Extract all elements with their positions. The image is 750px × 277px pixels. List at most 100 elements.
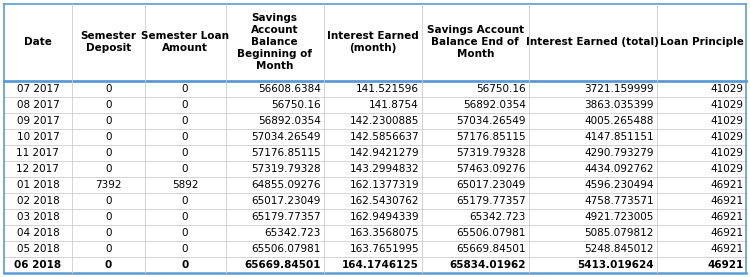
Text: 0: 0 bbox=[182, 84, 188, 94]
Text: 65342.723: 65342.723 bbox=[265, 228, 321, 238]
Text: 3863.035399: 3863.035399 bbox=[584, 100, 654, 110]
Text: 0: 0 bbox=[105, 228, 112, 238]
Text: 65506.07981: 65506.07981 bbox=[456, 228, 526, 238]
Text: 08 2017: 08 2017 bbox=[16, 100, 59, 110]
Text: 4005.265488: 4005.265488 bbox=[584, 116, 654, 126]
Text: 05 2018: 05 2018 bbox=[16, 243, 59, 254]
Text: 164.1746125: 164.1746125 bbox=[342, 260, 419, 270]
Text: 41029: 41029 bbox=[710, 148, 743, 158]
Text: 46921: 46921 bbox=[707, 260, 743, 270]
Text: 56750.16: 56750.16 bbox=[272, 100, 321, 110]
Text: 46921: 46921 bbox=[710, 243, 743, 254]
Text: 01 2018: 01 2018 bbox=[16, 180, 59, 190]
Text: 162.1377319: 162.1377319 bbox=[350, 180, 419, 190]
Text: 0: 0 bbox=[182, 132, 188, 142]
Text: 57176.85115: 57176.85115 bbox=[251, 148, 321, 158]
Text: Semester
Deposit: Semester Deposit bbox=[80, 32, 136, 53]
Text: 0: 0 bbox=[105, 196, 112, 206]
Text: 65179.77357: 65179.77357 bbox=[456, 196, 526, 206]
Text: Semester Loan
Amount: Semester Loan Amount bbox=[141, 32, 229, 53]
Text: 57034.26549: 57034.26549 bbox=[251, 132, 321, 142]
Text: 65669.84501: 65669.84501 bbox=[244, 260, 321, 270]
Text: 141.8754: 141.8754 bbox=[369, 100, 419, 110]
Text: Interest Earned
(month): Interest Earned (month) bbox=[327, 32, 419, 53]
Text: 64855.09276: 64855.09276 bbox=[251, 180, 321, 190]
Text: 57463.09276: 57463.09276 bbox=[456, 164, 526, 174]
Text: 142.2300885: 142.2300885 bbox=[350, 116, 419, 126]
Text: 4758.773571: 4758.773571 bbox=[584, 196, 654, 206]
Text: 5892: 5892 bbox=[172, 180, 198, 190]
Text: 4147.851151: 4147.851151 bbox=[584, 132, 654, 142]
Text: 0: 0 bbox=[182, 116, 188, 126]
Text: 65179.77357: 65179.77357 bbox=[251, 212, 321, 222]
Text: 0: 0 bbox=[105, 132, 112, 142]
Text: 5248.845012: 5248.845012 bbox=[584, 243, 654, 254]
Text: 57176.85115: 57176.85115 bbox=[456, 132, 526, 142]
Text: 162.9494339: 162.9494339 bbox=[350, 212, 419, 222]
Text: 56608.6384: 56608.6384 bbox=[258, 84, 321, 94]
Text: 0: 0 bbox=[105, 100, 112, 110]
Text: 0: 0 bbox=[105, 212, 112, 222]
Text: 41029: 41029 bbox=[710, 84, 743, 94]
Text: 4921.723005: 4921.723005 bbox=[584, 212, 654, 222]
Text: 162.5430762: 162.5430762 bbox=[350, 196, 419, 206]
Text: 03 2018: 03 2018 bbox=[16, 212, 59, 222]
Text: 57034.26549: 57034.26549 bbox=[456, 116, 526, 126]
Text: 0: 0 bbox=[105, 243, 112, 254]
Text: 163.3568075: 163.3568075 bbox=[350, 228, 419, 238]
Text: Savings
Account
Balance
Beginning of
Month: Savings Account Balance Beginning of Mon… bbox=[237, 14, 312, 71]
Text: 57319.79328: 57319.79328 bbox=[456, 148, 526, 158]
Text: 0: 0 bbox=[182, 212, 188, 222]
Text: 0: 0 bbox=[182, 148, 188, 158]
Text: 02 2018: 02 2018 bbox=[16, 196, 59, 206]
Text: 0: 0 bbox=[105, 260, 112, 270]
Text: 142.5856637: 142.5856637 bbox=[350, 132, 419, 142]
Text: 65506.07981: 65506.07981 bbox=[251, 243, 321, 254]
Text: 10 2017: 10 2017 bbox=[16, 132, 59, 142]
Text: 41029: 41029 bbox=[710, 100, 743, 110]
Text: 0: 0 bbox=[105, 116, 112, 126]
Text: 0: 0 bbox=[182, 196, 188, 206]
Text: 65834.01962: 65834.01962 bbox=[449, 260, 526, 270]
Text: 0: 0 bbox=[105, 164, 112, 174]
Text: 0: 0 bbox=[182, 260, 189, 270]
Text: 5413.019624: 5413.019624 bbox=[577, 260, 654, 270]
Text: 06 2018: 06 2018 bbox=[14, 260, 62, 270]
Text: 56892.0354: 56892.0354 bbox=[463, 100, 526, 110]
Text: 142.9421279: 142.9421279 bbox=[350, 148, 419, 158]
Text: 0: 0 bbox=[182, 164, 188, 174]
Text: 5085.079812: 5085.079812 bbox=[584, 228, 654, 238]
Text: 12 2017: 12 2017 bbox=[16, 164, 59, 174]
Text: Savings Account
Balance End of
Month: Savings Account Balance End of Month bbox=[427, 25, 524, 60]
Text: 65342.723: 65342.723 bbox=[470, 212, 526, 222]
Text: 0: 0 bbox=[105, 84, 112, 94]
Text: 4434.092762: 4434.092762 bbox=[584, 164, 654, 174]
Text: 143.2994832: 143.2994832 bbox=[350, 164, 419, 174]
Text: 65017.23049: 65017.23049 bbox=[456, 180, 526, 190]
Text: 0: 0 bbox=[182, 243, 188, 254]
Text: 7392: 7392 bbox=[95, 180, 122, 190]
Text: 0: 0 bbox=[105, 148, 112, 158]
Text: 163.7651995: 163.7651995 bbox=[350, 243, 419, 254]
Text: 4290.793279: 4290.793279 bbox=[584, 148, 654, 158]
Text: Interest Earned (total): Interest Earned (total) bbox=[526, 37, 659, 47]
Text: 46921: 46921 bbox=[710, 212, 743, 222]
Text: 46921: 46921 bbox=[710, 228, 743, 238]
Text: 56892.0354: 56892.0354 bbox=[258, 116, 321, 126]
Text: Date: Date bbox=[24, 37, 52, 47]
Text: 41029: 41029 bbox=[710, 116, 743, 126]
Text: 56750.16: 56750.16 bbox=[476, 84, 526, 94]
Text: 41029: 41029 bbox=[710, 132, 743, 142]
Text: 4596.230494: 4596.230494 bbox=[584, 180, 654, 190]
Text: 09 2017: 09 2017 bbox=[16, 116, 59, 126]
Text: 3721.159999: 3721.159999 bbox=[584, 84, 654, 94]
Text: 04 2018: 04 2018 bbox=[16, 228, 59, 238]
Text: 07 2017: 07 2017 bbox=[16, 84, 59, 94]
Text: 65669.84501: 65669.84501 bbox=[456, 243, 526, 254]
Text: 11 2017: 11 2017 bbox=[16, 148, 59, 158]
Text: 141.521596: 141.521596 bbox=[356, 84, 419, 94]
Text: 0: 0 bbox=[182, 100, 188, 110]
Text: 65017.23049: 65017.23049 bbox=[251, 196, 321, 206]
Text: 57319.79328: 57319.79328 bbox=[251, 164, 321, 174]
Text: 46921: 46921 bbox=[710, 196, 743, 206]
